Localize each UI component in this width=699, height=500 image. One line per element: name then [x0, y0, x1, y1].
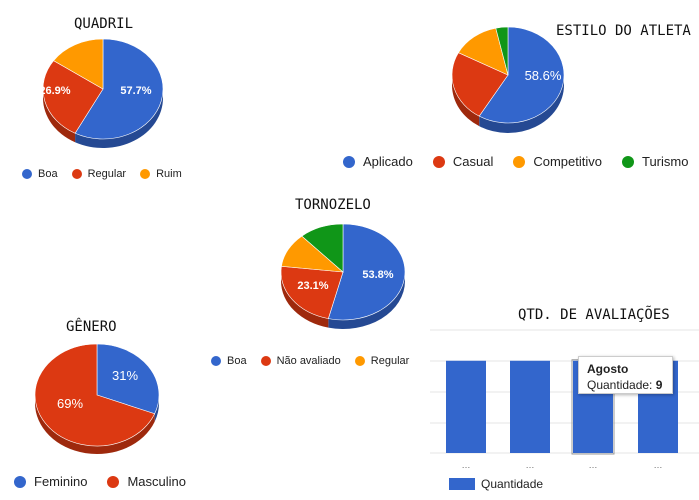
estilo-slice-label: 58.6% [525, 68, 562, 83]
legend-label: Aplicado [363, 154, 413, 169]
legend-item[interactable]: Masculino [107, 474, 186, 489]
tornozelo-slice-side [328, 272, 405, 329]
estilo-legend: Aplicado Casual Competitivo Turismo [343, 154, 699, 169]
tornozelo-title: TORNOZELO [295, 197, 371, 213]
estilo-slice-side [479, 75, 564, 133]
x-tick-label: … [654, 460, 663, 470]
legend-item[interactable]: Feminino [14, 474, 87, 489]
estilo-title: ESTILO DO ATLETA [556, 23, 691, 39]
x-tick-label: … [589, 460, 598, 470]
legend-label: Não avaliado [276, 355, 341, 367]
tooltip-label: Quantidade: [587, 378, 653, 392]
tornozelo-slice-label: 53.8% [362, 269, 393, 281]
legend-label: Quantidade [481, 477, 544, 491]
avaliacoes-title: QTD. DE AVALIAÇÕES [518, 307, 670, 323]
legend-item[interactable]: Turismo [621, 154, 689, 169]
legend-item[interactable]: Aplicado [343, 154, 413, 169]
bar [510, 360, 550, 453]
genero-slice-label: 69% [57, 396, 83, 411]
tornozelo-slice-side [281, 272, 329, 328]
legend-item[interactable]: Regular [354, 355, 410, 367]
legend-swatch [449, 478, 475, 490]
quadril-slice-label: 57.7% [120, 85, 151, 97]
bar [446, 360, 486, 453]
quadril-slice-label: 26.9% [39, 85, 70, 97]
legend-item[interactable]: Casual [432, 154, 494, 169]
bar-tooltip: Agosto Quantidade: 9 [578, 356, 673, 394]
legend-label: Masculino [127, 474, 186, 489]
legend-label: Feminino [34, 474, 88, 489]
legend-item[interactable]: Boa [211, 355, 247, 367]
genero-slice [96, 343, 160, 415]
estilo-slice-side [452, 75, 480, 127]
estilo-slice [451, 52, 509, 117]
legend-item[interactable]: Boa [22, 168, 58, 180]
tornozelo-slice-label: 23.1% [297, 280, 328, 292]
legend-label: Regular [87, 168, 127, 180]
estilo-slice [478, 26, 565, 124]
genero-slice-side [154, 395, 159, 422]
genero-slice [34, 343, 156, 447]
legend-label: Ruim [156, 168, 182, 180]
quadril-slice-side [75, 89, 163, 148]
legend-label: Regular [370, 355, 410, 367]
legend-label: Casual [452, 154, 494, 169]
tooltip-title: Agosto [587, 362, 629, 376]
quadril-slice [53, 38, 104, 90]
genero-legend: Feminino Masculino [14, 474, 206, 489]
genero-slice-side [35, 395, 155, 455]
tornozelo-slice [327, 223, 406, 321]
legend-label: Boa [227, 355, 247, 367]
quadril-slice [42, 60, 104, 134]
legend-label: Competitivo [533, 154, 602, 169]
genero-slice-label: 31% [112, 368, 138, 383]
quadril-slice-side [43, 89, 76, 143]
quadril-slice [74, 38, 164, 140]
legend-item[interactable]: Competitivo [513, 154, 602, 169]
legend-label: Boa [38, 168, 58, 180]
tornozelo-legend: Boa Não avaliado Regular [211, 355, 423, 367]
tornozelo-slice [301, 223, 344, 273]
legend-label: Turismo [641, 154, 689, 169]
x-tick-label: … [462, 460, 471, 470]
legend-item[interactable]: Regular [71, 168, 127, 180]
legend-item[interactable]: Não avaliado [260, 355, 341, 367]
tooltip-value: 9 [655, 378, 663, 392]
legend-item[interactable]: Ruim [140, 168, 182, 180]
quadril-legend: Boa Regular Ruim [22, 168, 196, 180]
x-tick-label: … [526, 460, 535, 470]
quadril-title: QUADRIL [74, 16, 134, 32]
genero-title: GÊNERO [66, 319, 117, 335]
avaliacoes-legend[interactable]: Quantidade [449, 477, 543, 491]
estilo-slice [495, 26, 509, 76]
tornozelo-slice [280, 265, 344, 319]
